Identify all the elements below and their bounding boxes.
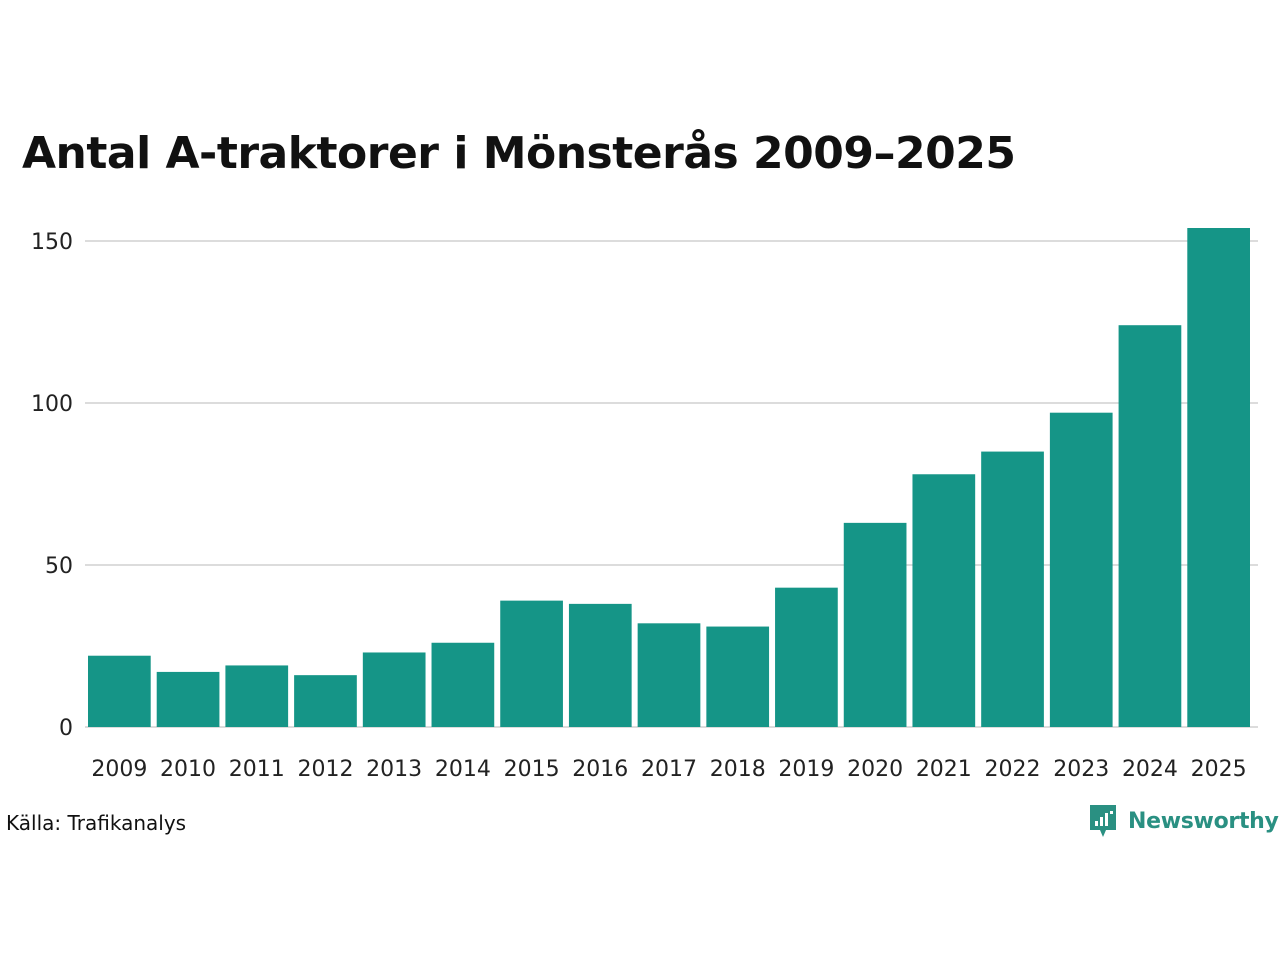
y-tick-label: 0	[59, 716, 73, 741]
bar-2010	[156, 671, 220, 727]
x-tick-label: 2017	[641, 757, 697, 782]
x-tick-label: 2016	[572, 757, 628, 782]
bar-2021	[912, 474, 976, 727]
bar-2015	[500, 600, 563, 727]
y-tick-label: 50	[45, 554, 73, 579]
bar-2014	[431, 642, 495, 727]
x-tick-label: 2015	[504, 757, 560, 782]
bar-2013	[362, 652, 426, 727]
y-tick-label: 100	[31, 392, 73, 417]
bar-2016	[568, 603, 632, 727]
x-tick-label: 2024	[1122, 757, 1178, 782]
bar-2020	[843, 522, 907, 727]
bars	[88, 228, 1250, 727]
x-tick-label: 2021	[916, 757, 972, 782]
x-tick-label: 2023	[1053, 757, 1109, 782]
x-axis-ticks: 2009 2010 2011 2012 2013 2014 2015 2016 2017 2018…	[91, 757, 1246, 782]
bar-2012	[294, 675, 357, 727]
brand-name: Newsworthy	[1128, 808, 1279, 834]
y-tick-label: 150	[31, 230, 73, 255]
x-tick-label: 2014	[435, 757, 491, 782]
bar-2017	[637, 623, 701, 727]
x-tick-label: 2011	[229, 757, 285, 782]
x-tick-label: 2013	[366, 757, 422, 782]
y-axis-ticks: 0 50 100 150	[31, 230, 73, 741]
bar-2011	[225, 665, 289, 727]
bar-2019	[775, 587, 838, 727]
bar-2023	[1049, 412, 1113, 727]
brand-logo: Newsworthy	[1088, 803, 1279, 839]
x-tick-label: 2019	[778, 757, 834, 782]
x-tick-label: 2025	[1191, 757, 1247, 782]
bar-2018	[706, 626, 770, 727]
bar-2022	[981, 451, 1044, 727]
x-tick-label: 2020	[847, 757, 903, 782]
chart-title: Antal A-traktorer i Mönsterås 2009–2025	[22, 128, 1016, 179]
x-tick-label: 2018	[710, 757, 766, 782]
x-tick-label: 2022	[985, 757, 1041, 782]
bar-2025	[1187, 228, 1250, 727]
x-tick-label: 2010	[160, 757, 216, 782]
newsworthy-logo-icon	[1090, 805, 1116, 837]
bar-2024	[1118, 325, 1182, 727]
source-note: Källa: Trafikanalys	[6, 811, 187, 835]
x-tick-label: 2009	[91, 757, 147, 782]
x-tick-label: 2012	[297, 757, 353, 782]
bar-2009	[88, 655, 151, 727]
